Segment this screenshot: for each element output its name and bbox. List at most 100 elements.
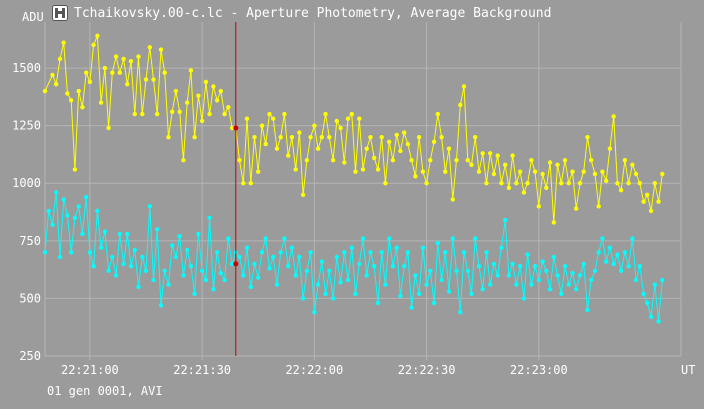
cursor-marker: [233, 261, 239, 267]
x-tick-label: 22:21:30: [173, 363, 231, 377]
data-point: [570, 270, 575, 276]
data-point: [630, 162, 635, 167]
x-axis-label: UT: [681, 363, 695, 377]
data-point: [345, 116, 351, 121]
data-point: [214, 98, 220, 103]
data-point: [267, 111, 272, 117]
data-point: [416, 135, 422, 140]
data-point: [304, 158, 310, 163]
data-point: [476, 169, 482, 174]
data-point: [237, 254, 242, 260]
data-point: [196, 93, 201, 98]
data-point: [203, 277, 209, 283]
data-point: [192, 291, 197, 296]
data-point: [506, 185, 512, 190]
data-point: [106, 268, 111, 273]
y-tick-label: 1250: [12, 119, 41, 133]
data-point: [581, 261, 586, 267]
window-title: Tchaikovsky.00-c.lc - Aperture Photometr…: [74, 5, 552, 21]
series-line: [44, 35, 663, 223]
data-point: [409, 158, 414, 163]
data-point: [334, 254, 339, 260]
data-point: [125, 231, 130, 237]
data-point: [282, 236, 287, 241]
data-point: [652, 181, 657, 186]
data-point: [54, 82, 59, 87]
data-point: [398, 293, 403, 299]
data-point: [633, 171, 639, 177]
data-point: [562, 158, 568, 163]
data-point: [383, 181, 388, 186]
data-point: [256, 169, 261, 174]
data-point: [607, 146, 613, 151]
data-point: [536, 277, 541, 283]
data-point: [151, 277, 156, 283]
data-point: [585, 307, 590, 313]
data-point: [211, 84, 216, 89]
data-point: [166, 282, 171, 287]
data-point: [72, 167, 78, 172]
data-point: [402, 130, 407, 135]
data-point: [98, 100, 104, 105]
data-point: [117, 231, 123, 237]
data-point: [469, 291, 474, 296]
y-tick-label: 750: [19, 234, 41, 248]
data-point: [473, 236, 478, 241]
data-point: [147, 45, 152, 50]
data-point: [611, 114, 616, 119]
data-point: [50, 222, 55, 227]
data-point: [91, 264, 96, 269]
data-point: [379, 250, 384, 255]
data-point: [323, 291, 328, 296]
data-point: [577, 181, 583, 186]
data-point: [140, 111, 145, 117]
data-point: [484, 250, 489, 255]
data-point: [454, 158, 459, 163]
data-point: [514, 181, 519, 186]
data-point: [656, 199, 661, 204]
data-point: [592, 171, 598, 177]
data-point: [357, 261, 362, 267]
data-point: [461, 250, 467, 255]
data-point: [420, 169, 426, 174]
data-point: [121, 261, 126, 267]
data-point: [375, 300, 381, 306]
data-point: [529, 282, 534, 287]
data-point: [46, 208, 51, 214]
data-point: [480, 287, 485, 292]
data-point: [559, 291, 564, 296]
data-point: [98, 245, 104, 250]
y-axis-label: ADU: [22, 10, 44, 24]
data-point: [473, 135, 478, 140]
data-point: [398, 148, 403, 154]
data-point: [102, 65, 108, 71]
data-point: [143, 268, 149, 273]
time-cursor[interactable]: [233, 22, 239, 356]
data-point: [282, 111, 287, 117]
data-point: [592, 268, 598, 273]
data-point: [633, 277, 639, 283]
data-point: [342, 250, 347, 255]
data-point: [278, 135, 283, 140]
data-point: [308, 135, 313, 140]
data-point: [95, 208, 100, 214]
data-point: [510, 261, 515, 267]
data-point: [536, 204, 541, 209]
data-point: [226, 236, 231, 241]
data-point: [76, 204, 81, 209]
data-point: [155, 111, 160, 117]
data-point: [394, 245, 399, 250]
data-point: [349, 111, 354, 117]
data-point: [615, 181, 620, 186]
data-point: [132, 111, 137, 117]
data-point: [65, 91, 70, 96]
data-point: [368, 135, 373, 140]
data-point: [76, 88, 81, 94]
data-point: [428, 158, 433, 163]
data-point: [413, 273, 418, 278]
data-point: [199, 118, 205, 124]
data-point: [162, 70, 167, 75]
data-point: [525, 252, 530, 257]
data-point: [413, 174, 418, 179]
